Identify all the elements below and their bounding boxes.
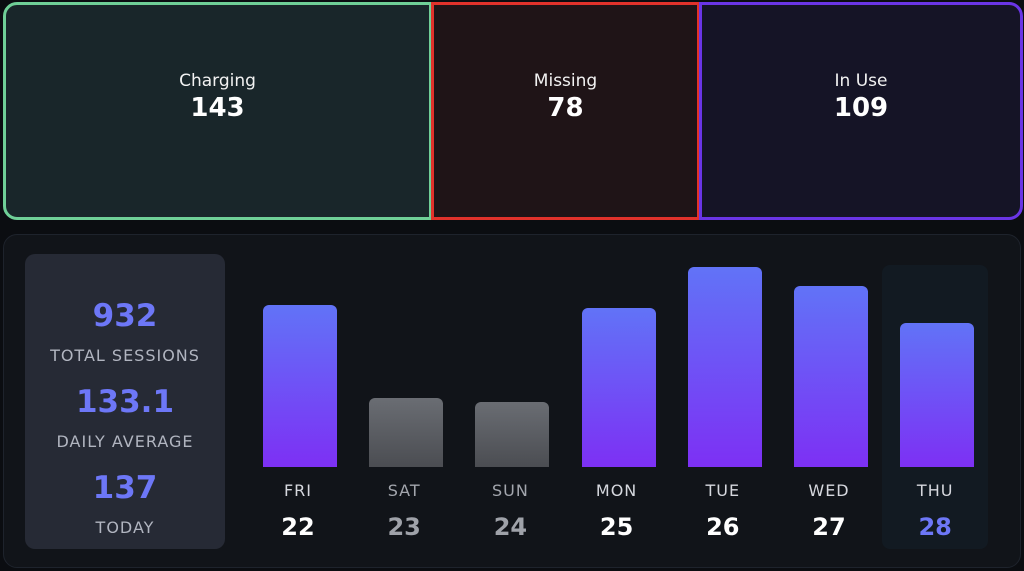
- date-label-tue: 26: [706, 513, 740, 541]
- in-use-card[interactable]: In Use 109: [699, 2, 1023, 220]
- day-column-tue[interactable]: TUE 26: [670, 265, 776, 549]
- date-label-sat: 23: [387, 513, 421, 541]
- day-column-sun[interactable]: SUN 24: [457, 265, 563, 549]
- day-label-tue: TUE: [705, 481, 741, 500]
- missing-value: 78: [547, 93, 584, 123]
- total-sessions-value: 932: [92, 298, 158, 334]
- in-use-value: 109: [833, 93, 889, 123]
- charging-label: Charging: [179, 71, 256, 91]
- today-label: TODAY: [95, 518, 155, 537]
- date-label-thu: 28: [918, 513, 952, 541]
- today-value: 137: [92, 470, 158, 506]
- day-label-wed: WED: [808, 481, 850, 500]
- sessions-panel: 932 TOTAL SESSIONS 133.1 DAILY AVERAGE 1…: [3, 234, 1021, 568]
- day-label-sun: SUN: [491, 481, 529, 500]
- total-sessions-label: TOTAL SESSIONS: [50, 346, 200, 365]
- day-column-thu[interactable]: THU 28: [882, 265, 989, 549]
- day-column-wed[interactable]: WED 27: [776, 265, 882, 549]
- bar-fri: [263, 305, 337, 467]
- missing-label: Missing: [533, 71, 598, 91]
- stats-box: 932 TOTAL SESSIONS 133.1 DAILY AVERAGE 1…: [25, 254, 225, 549]
- charging-card[interactable]: Charging 143: [3, 2, 432, 220]
- day-label-mon: MON: [595, 481, 638, 500]
- day-column-sat[interactable]: SAT 23: [351, 265, 457, 549]
- date-label-wed: 27: [812, 513, 846, 541]
- bar-mon: [581, 308, 656, 467]
- missing-card[interactable]: Missing 78: [431, 2, 700, 220]
- bar-sat: [369, 398, 444, 467]
- in-use-label: In Use: [834, 71, 888, 91]
- bar-sun: [475, 402, 550, 467]
- bar-thu: [900, 323, 975, 467]
- day-column-mon[interactable]: MON 25: [564, 265, 670, 549]
- day-label-fri: FRI: [283, 481, 313, 500]
- charging-value: 143: [190, 93, 245, 123]
- daily-average-value: 133.1: [75, 384, 175, 420]
- bar-tue: [687, 267, 762, 467]
- bar-wed: [794, 286, 868, 467]
- date-label-sun: 24: [493, 513, 528, 541]
- day-label-sat: SAT: [387, 481, 421, 500]
- day-column-fri[interactable]: FRI 22: [245, 265, 351, 549]
- day-label-thu: THU: [916, 481, 954, 500]
- date-label-fri: 22: [281, 513, 315, 541]
- date-label-mon: 25: [599, 513, 634, 541]
- daily-average-label: DAILY AVERAGE: [56, 432, 194, 451]
